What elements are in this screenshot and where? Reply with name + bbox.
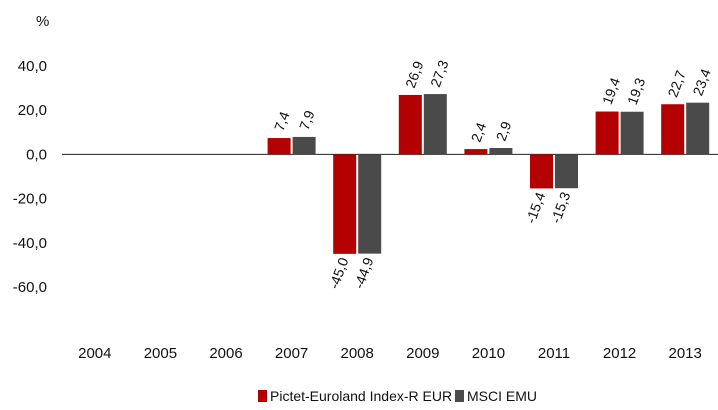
bar-value-label: -44,9 — [351, 255, 377, 291]
bar — [620, 111, 644, 155]
y-axis-unit-label: % — [36, 13, 49, 30]
legend-swatch — [455, 390, 464, 402]
bar-value-label: 19,3 — [624, 75, 648, 106]
x-tick-label: 2008 — [341, 345, 374, 362]
x-tick-label: 2006 — [209, 345, 242, 362]
bar — [595, 111, 619, 155]
x-tick-label: 2010 — [472, 345, 505, 362]
bar-value-label: 2,4 — [468, 120, 490, 144]
bar — [489, 147, 513, 155]
x-tick-label: 2007 — [275, 345, 308, 362]
bar-value-label: 7,9 — [296, 108, 318, 132]
bar — [530, 154, 553, 189]
y-tick-label: 0,0 — [26, 146, 47, 163]
bar-value-label: 19,4 — [599, 75, 623, 106]
x-tick-label: 2011 — [538, 345, 570, 362]
y-tick-label: -60,0 — [13, 279, 47, 296]
bar-value-label: 22,7 — [664, 68, 688, 99]
bar — [358, 154, 382, 254]
x-tick-label: 2009 — [406, 345, 439, 362]
bar-value-label: 2,9 — [493, 119, 515, 143]
y-tick-label: -20,0 — [13, 191, 47, 208]
legend: Pictet-Euroland Index-R EUR MSCI EMU — [258, 388, 537, 404]
legend-label: Pictet-Euroland Index-R EUR — [270, 388, 452, 404]
y-tick-label: 20,0 — [18, 102, 47, 119]
bar-value-label: 23,4 — [689, 66, 713, 97]
bars — [267, 94, 710, 254]
y-axis-ticks: 40,0 20,0 0,0 -20,0 -40,0 -60,0 — [13, 58, 47, 296]
bar — [555, 154, 578, 189]
y-tick-label: -40,0 — [13, 235, 47, 252]
bar — [267, 138, 291, 155]
x-tick-label: 2012 — [603, 345, 636, 362]
bar-value-label: -45,0 — [326, 255, 352, 291]
bar-value-label: -15,4 — [522, 190, 548, 226]
x-tick-label: 2013 — [669, 345, 702, 362]
legend-swatch — [258, 390, 267, 402]
x-axis-ticks: 2004 2005 2006 2007 2008 2009 2010 2011 2012 2013 — [78, 345, 702, 362]
bar-value-label: 27,3 — [427, 58, 451, 89]
x-tick-label: 2004 — [78, 345, 111, 362]
bar — [686, 102, 710, 155]
bar — [333, 154, 357, 254]
bar-value-label: 26,9 — [402, 59, 426, 90]
x-tick-label: 2005 — [144, 345, 177, 362]
bar — [464, 149, 488, 155]
bar-value-label: -15,3 — [547, 190, 573, 226]
y-tick-label: 40,0 — [18, 58, 47, 75]
bar — [292, 136, 316, 155]
bar — [398, 94, 422, 155]
bar — [661, 104, 685, 155]
bar — [423, 94, 447, 155]
legend-label: MSCI EMU — [467, 388, 537, 404]
bar-value-label: 7,4 — [271, 109, 293, 133]
